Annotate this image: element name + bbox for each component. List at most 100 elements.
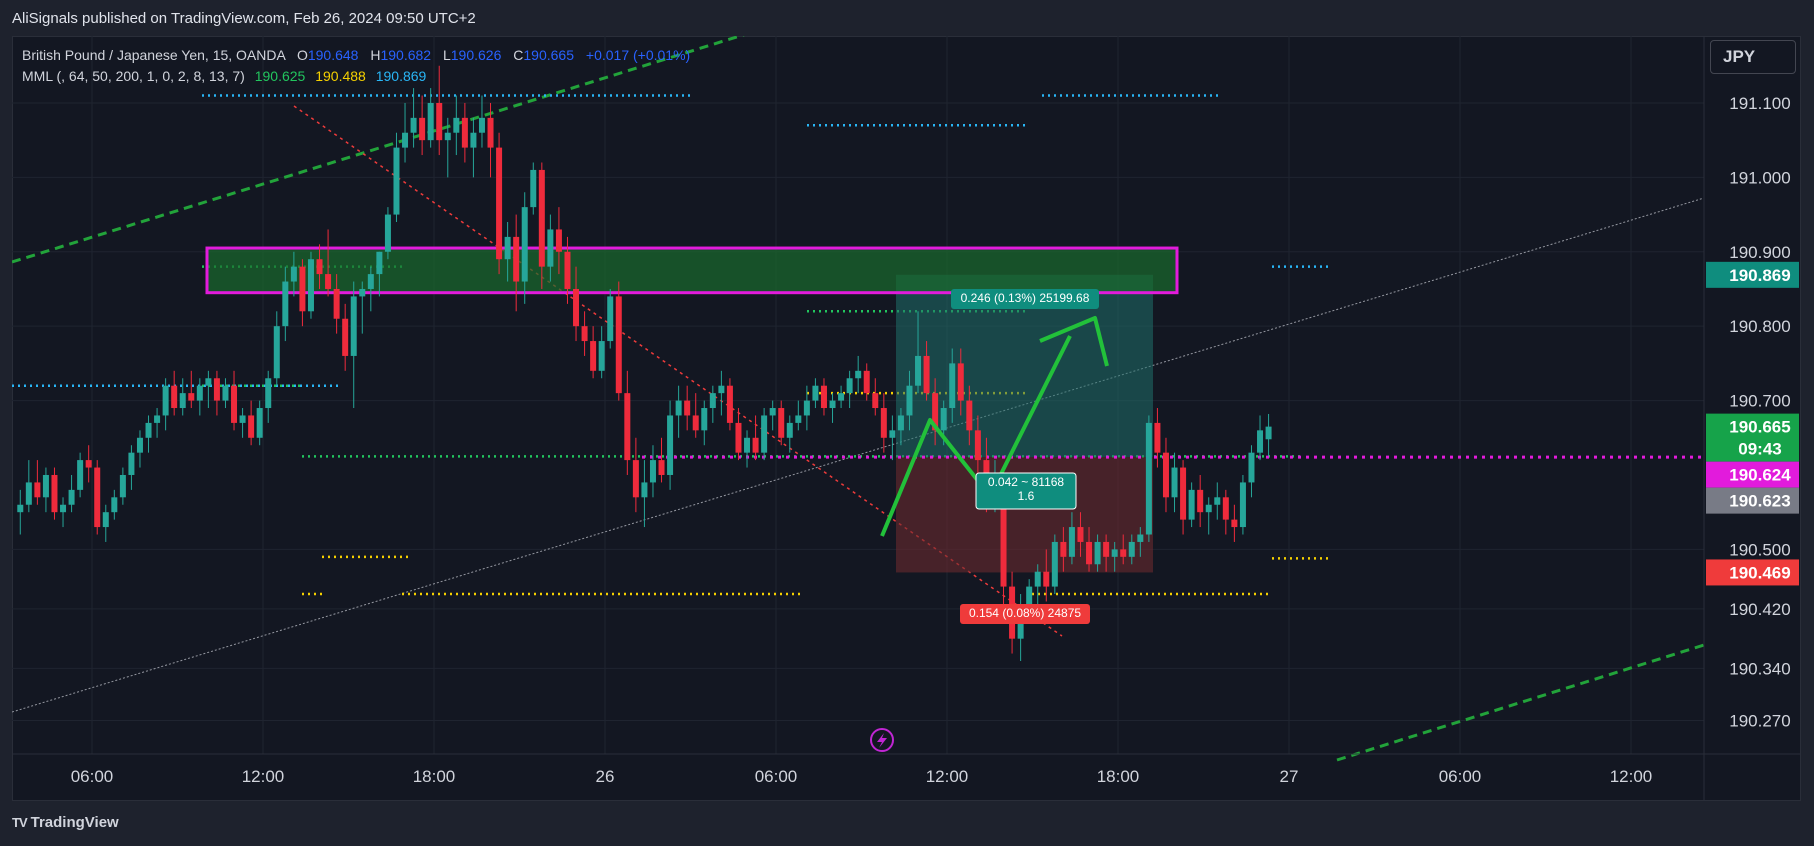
candle-body [307,259,314,312]
candle-body [256,408,263,438]
candle-body [1111,549,1118,557]
candle-body [128,452,135,475]
candle-body [376,251,383,275]
risk-reward-label-bg [975,472,1077,510]
candle-body [1026,586,1033,609]
candle-body [1205,504,1212,513]
indicator-title[interactable]: MML (, 64, 50, 200, 1, 0, 2, 8, 13, 7) [22,68,245,84]
candle-body [1188,489,1195,520]
candle-body [581,326,588,342]
candle-body [838,393,845,401]
indicator-value-3: 190.869 [375,68,427,84]
candle-body [384,214,391,252]
candle-body [1120,549,1127,557]
candle-body [350,296,357,356]
candle-body [880,408,887,438]
candle-body [504,236,511,260]
candle-body [487,117,494,148]
x-tick-label: 18:00 [413,767,456,786]
candle-body [1128,541,1135,557]
countdown-label: 09:43 [1738,440,1781,459]
candle-body [829,400,836,409]
candle-body [1248,452,1255,483]
tradingview-logo-icon: TV [12,815,28,830]
candle-body [1154,422,1161,453]
candle-body [530,169,537,208]
candle-body [42,474,49,498]
currency-button[interactable]: JPY [1710,40,1796,74]
close-value: 190.665 [523,47,574,63]
candle-body [102,512,109,528]
stop-label-bg [960,604,1090,624]
candle-body [265,378,272,409]
candle-body [1162,452,1169,498]
candle-body [513,236,520,282]
candle-body [684,400,691,416]
candle-body [436,102,443,141]
candle-body [419,117,426,141]
low-value: 190.626 [450,47,502,63]
candle-body [136,437,143,453]
candle-body [393,147,400,215]
candle-body [1231,519,1238,528]
price-label: 190.624 [1729,466,1791,485]
candle-body [555,229,562,252]
candle-body [598,341,605,371]
candle-body [786,422,793,438]
candle-body [718,385,725,394]
candle-body [906,385,913,416]
candle-body [1171,467,1178,498]
candle-body [444,132,451,141]
candle-body [402,132,409,148]
symbol-title[interactable]: British Pound / Japanese Yen, 15, OANDA [22,47,286,63]
lightning-icon [870,728,894,752]
candle-body [812,385,819,401]
candle-body [51,474,58,513]
candle-body [239,415,246,423]
footer-brand[interactable]: TV TradingView [12,814,119,831]
x-tick-label: 06:00 [71,767,114,786]
candle-body [461,117,468,148]
arrow-head-icon [1039,316,1109,367]
upper-channel-line [12,36,745,264]
candle-body [25,482,32,505]
price-label-bg [1706,559,1799,586]
indicator-row: MML (, 64, 50, 200, 1, 0, 2, 8, 13, 7) 1… [22,66,690,87]
candle-body [624,393,631,461]
candle-body [846,378,853,394]
candle-body [1222,497,1229,520]
lightning-icon-bolt [877,733,887,748]
x-tick-label: 18:00 [1097,767,1140,786]
candle-body [632,460,639,498]
candle-body [863,370,870,394]
candle-body [803,400,810,416]
published-text: AliSignals published on TradingView.com,… [12,10,476,27]
top-bar: AliSignals published on TradingView.com,… [0,0,1814,36]
candle-body [778,408,785,438]
candle-body [701,408,708,431]
candle-body [17,504,24,513]
price-label-bg [1706,487,1799,514]
x-tick-label: 12:00 [926,767,969,786]
candle-body [248,415,255,438]
candle-body [496,147,503,260]
candle-body [897,415,904,431]
indicator-value-2: 190.488 [315,68,366,84]
candle-body [470,132,477,148]
candle-body [966,400,973,431]
candle-body [1000,482,1007,587]
candle-body [923,355,930,394]
candle-body [538,169,545,267]
candle-body [367,274,374,289]
candle-body [427,102,434,141]
y-tick-label: 190.900 [1729,243,1790,262]
change-value: +0.017 (+0.01%) [585,47,691,63]
candle-body [932,393,939,431]
candle-body [675,400,682,416]
low-label: L [442,47,451,63]
candle-body [872,393,879,409]
candle-body [34,482,41,498]
candle-body [188,393,195,401]
